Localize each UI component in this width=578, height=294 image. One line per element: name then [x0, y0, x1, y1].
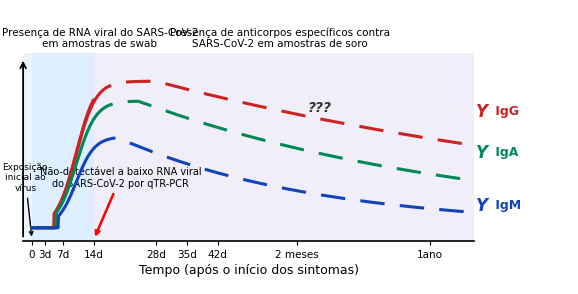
- Text: Presença de anticorpos específicos contra
SARS-CoV-2 em amostras de soro: Presença de anticorpos específicos contr…: [170, 27, 390, 49]
- Bar: [32, 53, 94, 241]
- Text: Exposição
inicial ao
vírus: Exposição inicial ao vírus: [2, 163, 48, 235]
- Text: IgM: IgM: [491, 199, 521, 212]
- Text: Y: Y: [476, 197, 488, 215]
- Text: ???: ???: [307, 101, 331, 115]
- Text: IgG: IgG: [491, 105, 519, 118]
- Text: Presença de RNA viral do SARS-CoV-2
em amostras de swab: Presença de RNA viral do SARS-CoV-2 em a…: [2, 28, 198, 49]
- Text: Não-detectável a baixo RNA viral
do SARS-CoV-2 por qTR-PCR: Não-detectável a baixo RNA viral do SARS…: [39, 167, 201, 234]
- Text: Y: Y: [476, 103, 488, 121]
- Text: IgA: IgA: [491, 146, 518, 159]
- Text: Y: Y: [476, 144, 488, 162]
- Bar: [94, 53, 474, 241]
- X-axis label: Tempo (após o início dos sintomas): Tempo (após o início dos sintomas): [139, 264, 358, 277]
